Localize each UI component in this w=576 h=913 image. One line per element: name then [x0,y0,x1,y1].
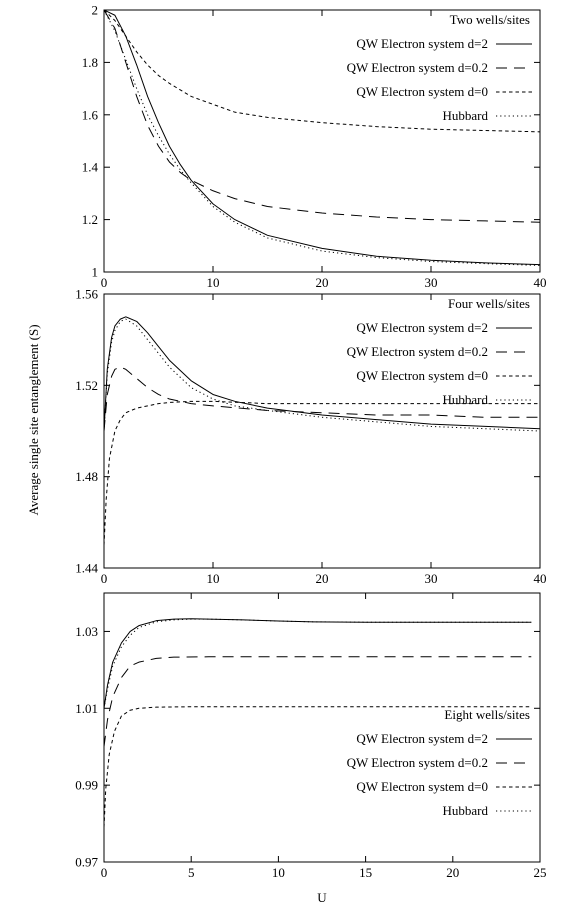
legend-label: QW Electron system d=2 [356,731,488,746]
series-group [104,316,540,546]
series-line-short-dash [104,706,532,828]
y-tick-label: 0.97 [75,855,98,870]
legend-label: QW Electron system d=0.2 [347,344,488,359]
legend-label: Hubbard [443,392,489,407]
series-line-solid [104,316,540,432]
y-tick-label: 1.48 [75,469,98,484]
y-tick-label: 2 [92,3,99,18]
legend-label: QW Electron system d=0 [356,779,488,794]
x-tick-label: 20 [316,275,329,290]
x-tick-label: 15 [359,865,372,880]
y-tick-label: 1.56 [75,287,98,302]
legend-label: QW Electron system d=2 [356,36,488,51]
series-line-dotted [104,318,540,432]
series-line-dotted [104,618,532,709]
series-line-short-dash [104,10,540,133]
x-tick-label: 0 [101,571,108,586]
legend-label: QW Electron system d=0 [356,368,488,383]
legend-label: QW Electron system d=0.2 [347,60,488,75]
x-tick-label: 5 [188,865,195,880]
x-tick-label: 20 [446,865,459,880]
y-tick-label: 1.2 [82,212,98,227]
series-group [104,618,532,828]
x-tick-label: 0 [101,865,108,880]
x-tick-label: 25 [534,865,547,880]
legend-title: Four wells/sites [448,296,530,311]
y-tick-label: 1.6 [82,107,99,122]
y-tick-label: 1.4 [82,160,99,175]
legend-title: Eight wells/sites [444,707,530,722]
series-line-solid [104,10,540,266]
x-tick-label: 10 [207,275,220,290]
x-tick-label: 30 [425,275,438,290]
x-tick-label: 0 [101,275,108,290]
chart-panel-2: 0 10 20 30 40 1.44 1.48 1.52 1.56 Four wells/site… [75,287,546,587]
y-tick-label: 1.01 [75,701,98,716]
series-line-solid [104,618,532,709]
y-tick-label: 1.52 [75,378,98,393]
x-tick-label: 40 [534,275,547,290]
legend-label: Hubbard [443,803,489,818]
plot-frame [103,592,541,863]
series-line-long-dash [104,656,532,747]
figure-ylabel: Average single site entanglement (S) [26,324,41,515]
y-tick-label: 1.03 [75,624,98,639]
y-tick-label: 1 [92,265,99,280]
chart-panel-1: 0 10 20 30 40 1 1.2 1.4 1.6 1.8 2 Two wells/sites QW… [82,3,547,291]
chart-panel-3: 0 5 10 15 20 25 0.97 0.99 1.01 1.03 Eight wells/si… [75,592,547,880]
series-line-short-dash [104,400,540,546]
x-tick-label: 30 [425,571,438,586]
legend-label: Hubbard [443,108,489,123]
figure-xlabel: U [317,890,327,905]
legend-label: QW Electron system d=0 [356,84,488,99]
y-tick-label: 0.99 [75,778,98,793]
series-line-long-dash [104,10,540,223]
y-tick-label: 1.44 [75,561,98,576]
x-tick-label: 10 [272,865,285,880]
x-tick-label: 20 [316,571,329,586]
x-tick-label: 10 [207,571,220,586]
y-tick-label: 1.8 [82,55,98,70]
series-line-long-dash [104,366,540,432]
plot-frame [103,293,541,569]
x-tick-label: 40 [534,571,547,586]
series-group [104,10,540,266]
chart-panels: 0 10 20 30 40 1 1.2 1.4 1.6 1.8 2 Two wells/sites QW… [75,3,546,881]
legend-title: Two wells/sites [450,12,530,27]
legend-label: QW Electron system d=0.2 [347,755,488,770]
legend-label: QW Electron system d=2 [356,320,488,335]
